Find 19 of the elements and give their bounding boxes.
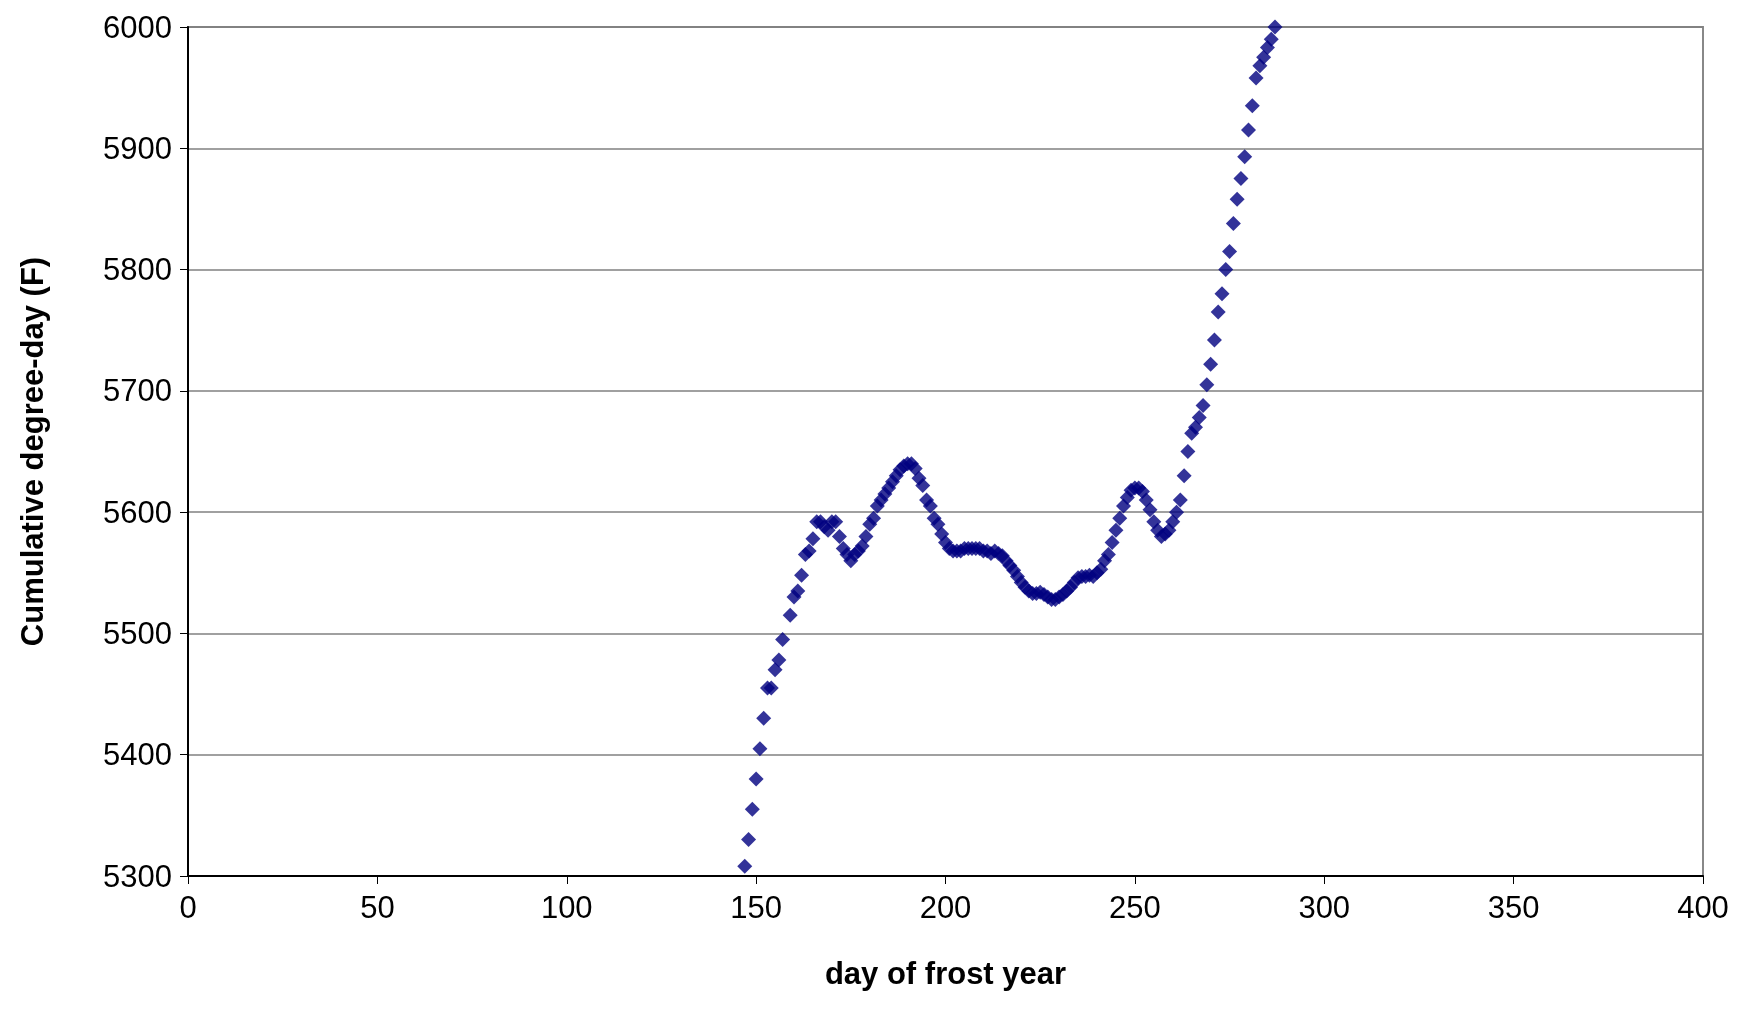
x-tick-label: 250 [1109, 890, 1161, 925]
y-tick-label: 5700 [103, 373, 172, 409]
y-tick-label: 5900 [103, 130, 172, 166]
x-tick-label: 50 [360, 890, 395, 925]
y-tick-label: 6000 [103, 9, 172, 45]
y-tick-label: 5600 [103, 494, 172, 530]
x-tick-label: 100 [540, 890, 593, 925]
x-axis-title: day of frost year [824, 956, 1067, 991]
x-tick-label: 300 [1298, 890, 1351, 925]
x-tick-label: 150 [730, 890, 782, 925]
y-tick-label: 5300 [103, 858, 172, 894]
y-axis-title: Cumulative degree-day (F) [15, 256, 50, 647]
x-tick-label: 0 [179, 890, 197, 925]
x-tick-label: 400 [1677, 890, 1729, 925]
x-tick-label: 350 [1487, 890, 1540, 925]
x-tick-label: 200 [919, 890, 972, 925]
y-tick-label: 5500 [103, 615, 172, 651]
y-tick-label: 5800 [103, 252, 172, 288]
y-tick-label: 5400 [103, 737, 172, 773]
